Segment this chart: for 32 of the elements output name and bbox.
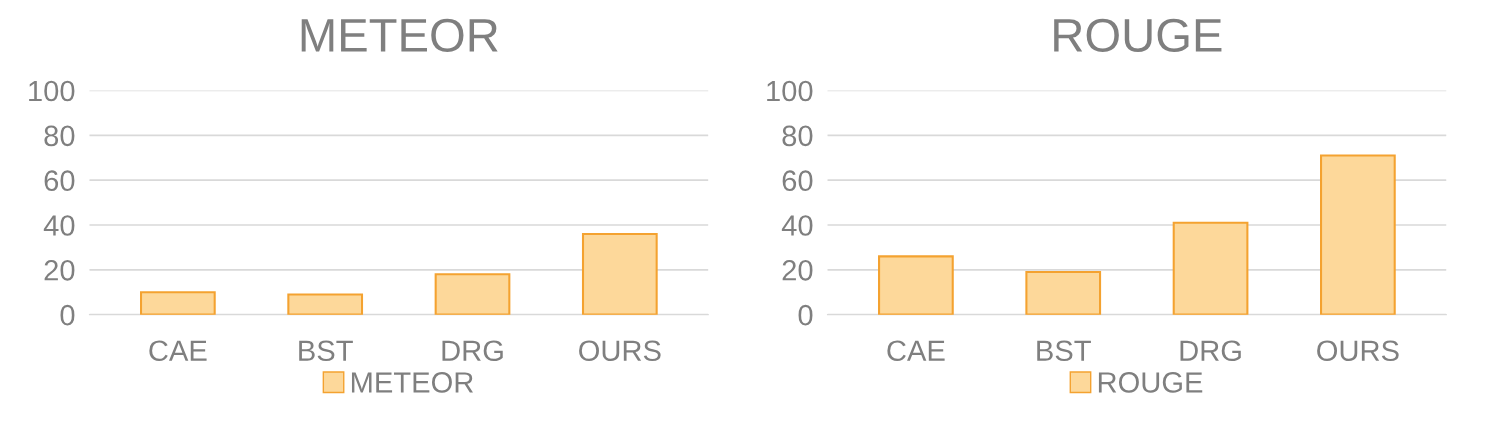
x-tick-label: OURS xyxy=(1317,340,1399,362)
y-tick-label: 80 xyxy=(44,125,75,147)
y-tick-label: 40 xyxy=(43,215,75,236)
x-tick-label: OURS xyxy=(579,340,661,362)
bar xyxy=(1320,154,1396,315)
y-tick-label: 80 xyxy=(782,125,813,147)
y-tick-label: 60 xyxy=(782,170,813,192)
bar xyxy=(581,232,658,315)
y-tick-label: 20 xyxy=(782,260,813,281)
y-tick-label: 100 xyxy=(767,80,813,102)
legend-label: METEOR xyxy=(351,372,473,393)
bar xyxy=(1025,271,1102,315)
x-tick-label: CAE xyxy=(149,340,207,362)
bar xyxy=(287,293,364,315)
y-tick-label: 0 xyxy=(798,304,813,326)
chart-title: ROUGE xyxy=(1054,18,1222,53)
bar xyxy=(139,291,216,315)
x-tick-label: BST xyxy=(299,340,353,362)
y-tick-label: 100 xyxy=(29,80,75,102)
y-tick-label: 40 xyxy=(781,215,813,236)
y-tick-label: 0 xyxy=(60,304,75,326)
x-tick-label: DRG xyxy=(442,340,503,362)
bar xyxy=(434,273,511,315)
x-tick-label: DRG xyxy=(1180,340,1241,362)
chart-title: METEOR xyxy=(301,18,498,53)
legend-label: ROUGE xyxy=(1098,372,1203,393)
bar xyxy=(878,255,954,315)
x-tick-label: CAE xyxy=(887,340,945,362)
y-tick-label: 20 xyxy=(44,260,75,281)
bar xyxy=(1172,221,1249,315)
x-tick-label: BST xyxy=(1037,340,1091,362)
y-tick-label: 60 xyxy=(44,170,75,192)
